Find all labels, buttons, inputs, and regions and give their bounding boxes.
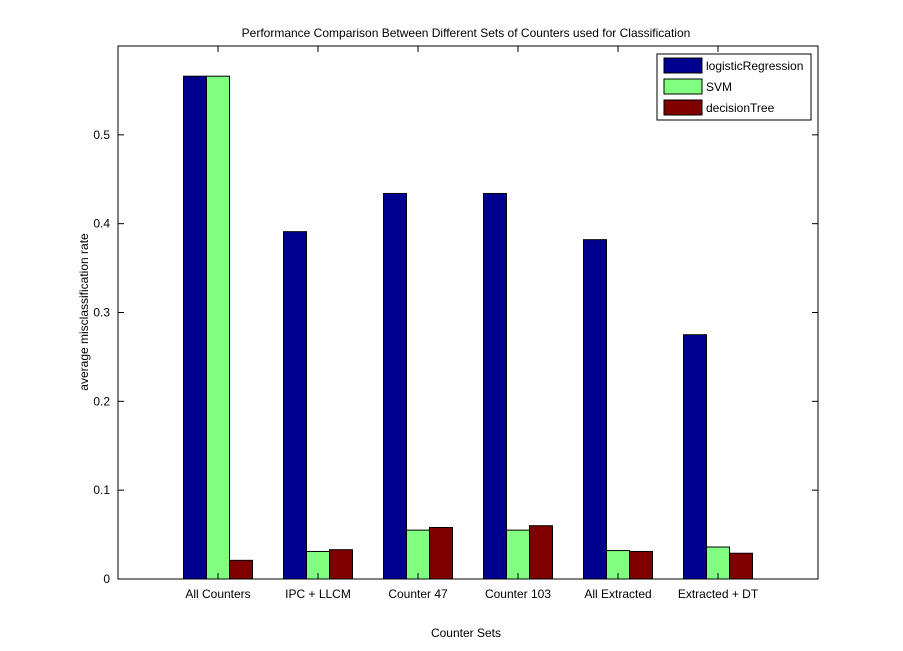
bar-decisionTree-3 bbox=[529, 525, 553, 580]
legend-label-SVM: SVM bbox=[706, 80, 732, 94]
bar-SVM-0 bbox=[206, 75, 230, 580]
bar-decisionTree-4 bbox=[629, 550, 653, 580]
y-tick-label: 0.3 bbox=[93, 306, 110, 320]
legend-label-logisticRegression: logisticRegression bbox=[706, 59, 803, 73]
y-ticks: 0 0.1 0.2 0.3 0.4 0.5 bbox=[93, 128, 818, 586]
bar-decisionTree-5 bbox=[729, 552, 753, 580]
bar-logisticRegression-5 bbox=[683, 334, 707, 580]
bar-logisticRegression-1 bbox=[283, 231, 307, 580]
y-tick-label: 0.2 bbox=[93, 394, 110, 408]
y-tick-label: 0.4 bbox=[93, 217, 110, 231]
bar-logisticRegression-3 bbox=[483, 192, 507, 580]
bar-logisticRegression-2 bbox=[383, 192, 407, 580]
bar-SVM-2 bbox=[406, 529, 430, 580]
y-tick-label: 0.5 bbox=[93, 128, 110, 142]
x-axis-label: Counter Sets bbox=[431, 626, 501, 640]
chart-title: Performance Comparison Between Different… bbox=[242, 26, 691, 40]
bar-decisionTree-2 bbox=[429, 526, 453, 580]
bar-SVM-3 bbox=[506, 529, 530, 580]
bar-logisticRegression-0 bbox=[183, 75, 207, 580]
bars-group bbox=[183, 75, 753, 580]
bar-decisionTree-1 bbox=[329, 549, 353, 580]
x-tick-label: All Extracted bbox=[584, 587, 651, 601]
y-tick-label: 0 bbox=[103, 572, 110, 586]
y-axis-label: average misclassification rate bbox=[77, 233, 91, 391]
legend: logisticRegression SVM decisionTree bbox=[656, 53, 812, 121]
legend-label-decisionTree: decisionTree bbox=[706, 101, 775, 115]
y-tick-label: 0.1 bbox=[93, 483, 110, 497]
x-tick-label: Counter 47 bbox=[388, 587, 448, 601]
x-tick-label: Counter 103 bbox=[485, 587, 551, 601]
legend-swatch-decisionTree bbox=[663, 99, 703, 116]
bar-logisticRegression-4 bbox=[583, 239, 607, 580]
x-tick-label: IPC + LLCM bbox=[285, 587, 351, 601]
legend-swatch-logisticRegression bbox=[663, 57, 703, 74]
x-tick-label: Extracted + DT bbox=[678, 587, 759, 601]
legend-swatch-SVM bbox=[663, 78, 703, 95]
x-tick-label: All Counters bbox=[185, 587, 250, 601]
plot-area: 0 0.1 0.2 0.3 0.4 0.5 All Counters IPC + LLCM C… bbox=[93, 45, 819, 601]
x-ticks: All Counters IPC + LLCM Counter 47 Counter … bbox=[185, 46, 759, 601]
bar-decisionTree-0 bbox=[229, 559, 253, 580]
